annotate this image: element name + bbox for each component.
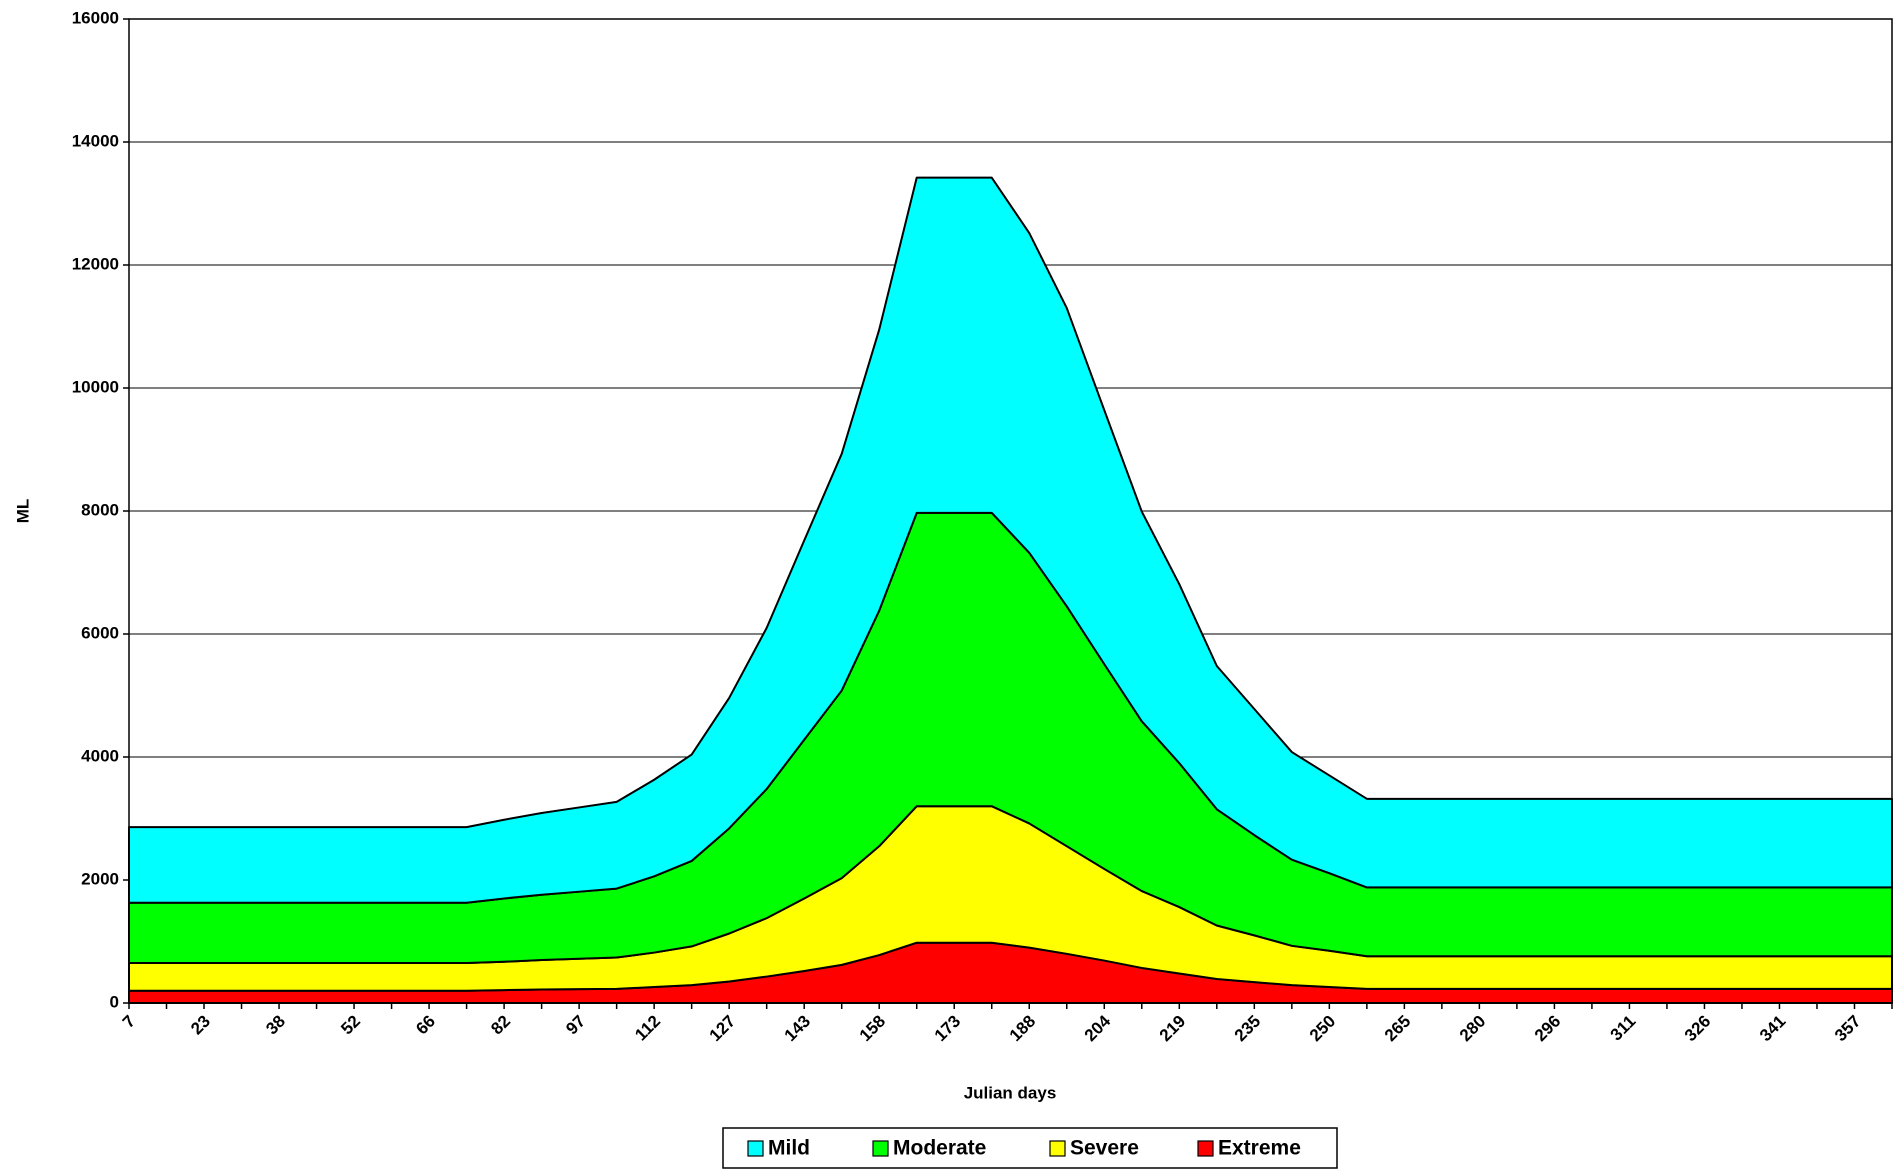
legend-label: Mild bbox=[768, 1137, 810, 1160]
y-tick-label: 16000 bbox=[72, 8, 119, 27]
legend-label: Extreme bbox=[1218, 1137, 1301, 1160]
legend-swatch bbox=[1197, 1140, 1214, 1157]
plot-frame bbox=[128, 18, 1893, 1004]
y-tick-label: 8000 bbox=[81, 500, 119, 519]
legend-swatch bbox=[747, 1140, 764, 1157]
y-tick-label: 4000 bbox=[81, 746, 119, 765]
legend-swatch bbox=[872, 1140, 889, 1157]
y-tick-label: 2000 bbox=[81, 869, 119, 888]
legend-label: Moderate bbox=[893, 1137, 986, 1160]
y-tick-label: 10000 bbox=[72, 377, 119, 396]
y-axis-label: ML bbox=[13, 499, 32, 524]
legend-box bbox=[722, 1127, 1338, 1169]
y-tick-label: 6000 bbox=[81, 623, 119, 642]
y-tick-label: 12000 bbox=[72, 254, 119, 273]
x-axis-label: Julian days bbox=[964, 1083, 1057, 1102]
y-tick-label: 14000 bbox=[72, 131, 119, 150]
legend-label: Severe bbox=[1070, 1137, 1139, 1160]
legend-swatch bbox=[1049, 1140, 1066, 1157]
y-tick-label: 0 bbox=[110, 992, 119, 1011]
